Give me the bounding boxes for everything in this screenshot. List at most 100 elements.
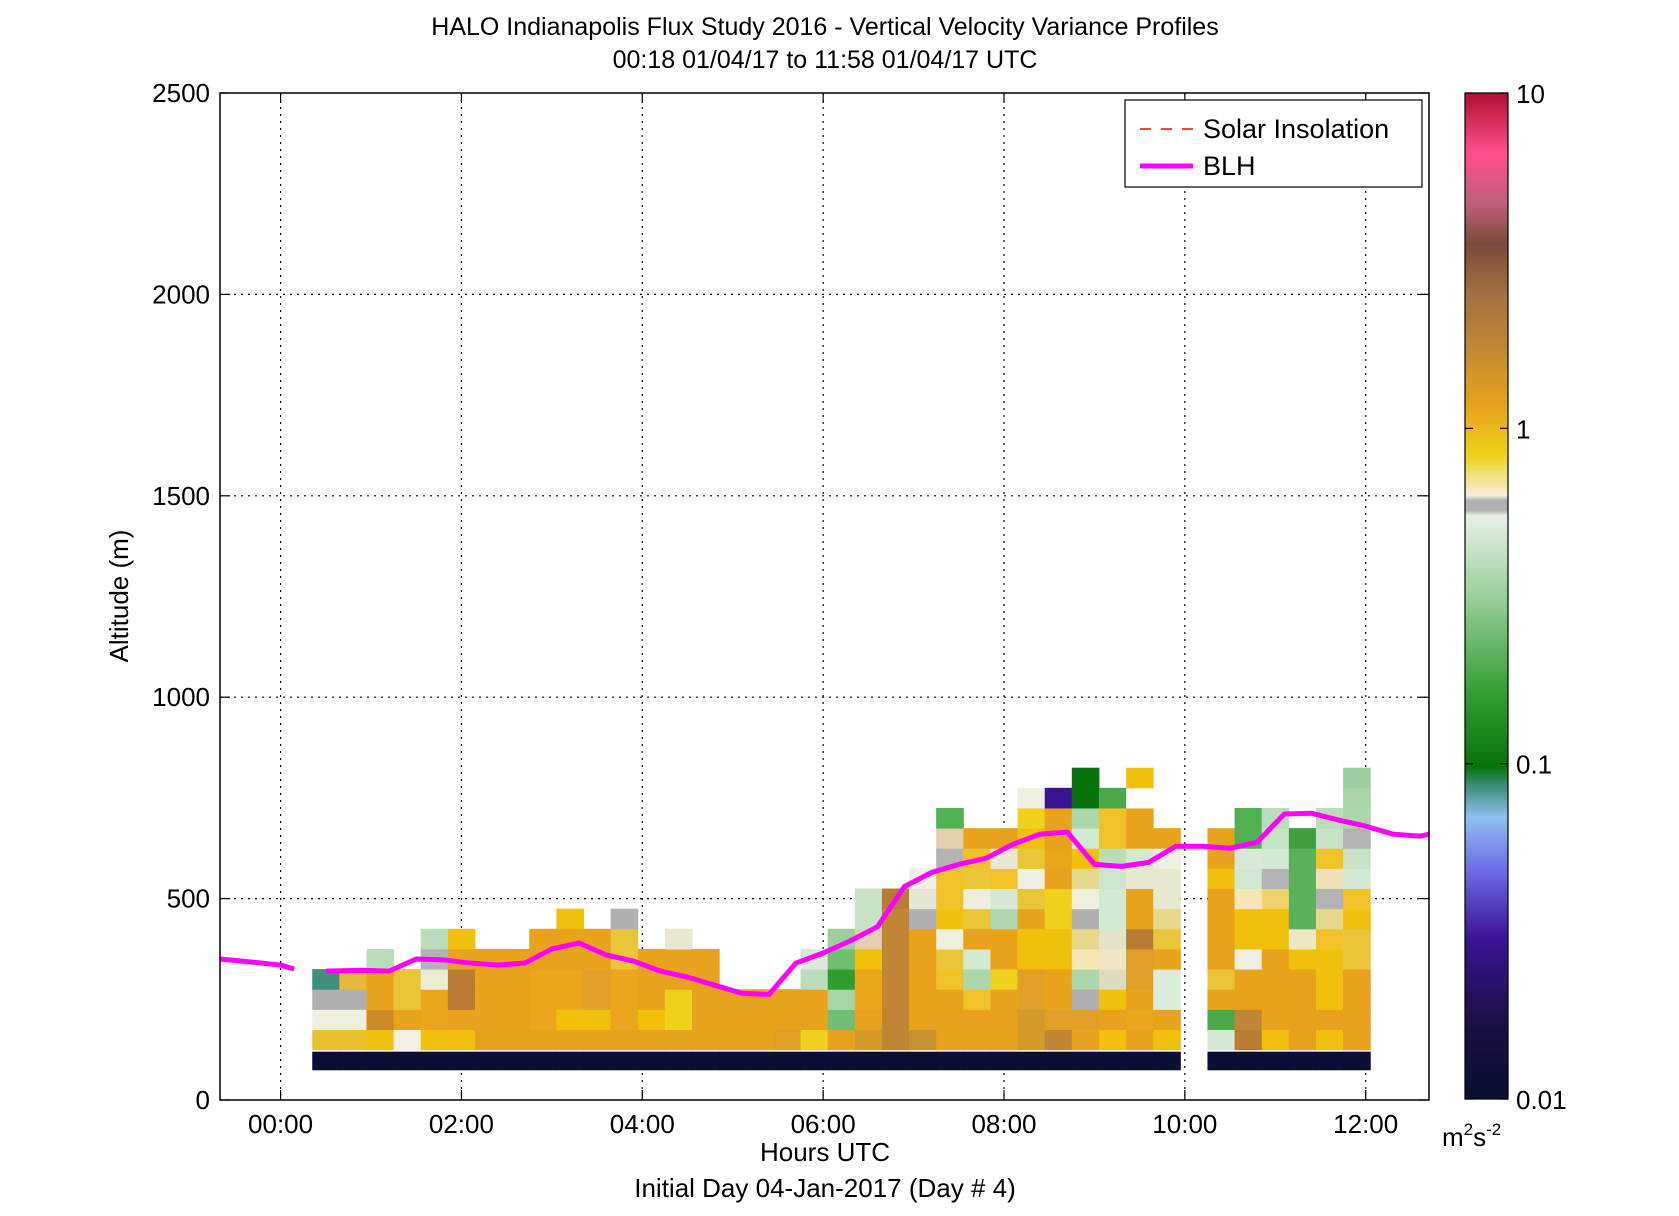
heatmap-cell — [1288, 888, 1317, 910]
heatmap-cell — [664, 948, 693, 970]
heatmap-cell — [339, 989, 367, 1010]
heatmap-cell — [1017, 807, 1046, 829]
heatmap-cell — [1071, 868, 1100, 890]
heatmap-cell — [1315, 989, 1344, 1010]
heatmap-cell — [447, 969, 476, 990]
heatmap-cell — [692, 948, 720, 970]
heatmap-cell — [1153, 1051, 1181, 1071]
heatmap-cell — [339, 969, 367, 990]
heatmap-cell — [1071, 1009, 1100, 1031]
heatmap-cell — [1343, 1051, 1371, 1071]
x-tick-label: 08:00 — [971, 1109, 1036, 1139]
heatmap-cell — [773, 1009, 802, 1031]
heatmap-cell — [1261, 888, 1290, 910]
heatmap-cell — [1071, 787, 1100, 809]
blh-line — [219, 956, 295, 972]
heatmap-cell — [1017, 1029, 1046, 1051]
heatmap-cell — [1071, 928, 1100, 950]
heatmap-cell — [393, 969, 422, 990]
heatmap-cell — [1126, 1029, 1154, 1051]
heatmap-cell — [909, 969, 937, 990]
heatmap-cell — [502, 989, 530, 1010]
heatmap-cell — [1044, 807, 1073, 829]
heatmap-cell — [1207, 1009, 1236, 1031]
heatmap-cell — [312, 1009, 340, 1031]
heatmap-cell — [827, 948, 856, 970]
unit-exp2: -2 — [1486, 1120, 1501, 1139]
heatmap-cell — [664, 928, 693, 950]
heatmap-cell — [1234, 989, 1263, 1010]
heatmap-cell — [420, 1051, 449, 1071]
heatmap-cell — [827, 1009, 856, 1031]
heatmap-cell — [1044, 1009, 1073, 1031]
heatmap-cell — [854, 989, 883, 1010]
heatmap-cell — [1234, 888, 1263, 910]
heatmap-cell — [1207, 908, 1236, 930]
heatmap-cell — [1343, 848, 1371, 869]
heatmap-cell — [339, 1051, 367, 1071]
heatmap-cell — [990, 1029, 1019, 1051]
x-axis-label: Hours UTC — [760, 1137, 890, 1167]
heatmap-cell — [1153, 969, 1181, 990]
heatmap-cell — [1044, 848, 1073, 869]
heatmap-cell — [936, 989, 964, 1010]
heatmap-cell — [963, 989, 991, 1010]
heatmap-cell — [990, 868, 1019, 890]
blh-series — [219, 810, 1430, 997]
heatmap-cell — [1207, 948, 1236, 970]
heatmap-cell — [990, 989, 1019, 1010]
unit-exp1: 2 — [1464, 1120, 1473, 1139]
heatmap-cell — [854, 1029, 883, 1051]
heatmap-cell — [719, 1009, 747, 1031]
heatmap-cell — [1017, 868, 1046, 890]
heatmap-cell — [366, 1029, 395, 1051]
y-tick-label: 2000 — [152, 279, 210, 309]
heatmap-cell — [556, 908, 585, 930]
heatmap-cell — [1343, 787, 1371, 809]
x-tick-label: 02:00 — [429, 1109, 494, 1139]
heatmap-cell — [1315, 888, 1344, 910]
heatmap-cell — [1044, 787, 1073, 809]
heatmap-cell — [1153, 828, 1181, 849]
heatmap-cell — [312, 989, 340, 1010]
heatmap-cell — [1234, 868, 1263, 890]
heatmap-cell — [963, 1051, 991, 1071]
heatmap-cell — [1126, 928, 1154, 950]
heatmap-cell — [1126, 888, 1154, 910]
legend: Solar Insolation BLH — [1124, 99, 1423, 188]
heatmap-cell — [963, 1009, 991, 1031]
heatmap-cell — [1234, 1029, 1263, 1051]
x-axis-ticks: 00:00 02:00 04:00 06:00 08:00 10:00 12:00 — [248, 93, 1398, 1139]
heatmap-cell — [1315, 1009, 1344, 1031]
heatmap-cell — [909, 1029, 937, 1051]
heatmap-cell — [1044, 908, 1073, 930]
heatmap-cell — [393, 1009, 422, 1031]
heatmap-cell — [312, 969, 340, 990]
heatmap-cell — [1098, 888, 1127, 910]
heatmap-cell — [1044, 1051, 1073, 1071]
heatmap-cell — [610, 989, 639, 1010]
heatmap-cell — [936, 807, 964, 829]
heatmap-cell — [1343, 908, 1371, 930]
heatmap-cell — [1343, 868, 1371, 890]
heatmap-cell — [1288, 989, 1317, 1010]
heatmap-cell — [1153, 989, 1181, 1010]
heatmap-cell — [1153, 1029, 1181, 1051]
heatmap-cell — [1207, 989, 1236, 1010]
heatmap-cell — [1315, 848, 1344, 869]
heatmap-cell — [366, 948, 395, 970]
heatmap-cell — [583, 1009, 612, 1031]
heatmap-cell — [1261, 1051, 1290, 1071]
axes-frame — [219, 92, 1430, 1101]
heatmap-cell — [339, 1029, 367, 1051]
heatmap-cell — [664, 989, 693, 1010]
heatmap-cell — [827, 1029, 856, 1051]
heatmap-cell — [1071, 908, 1100, 930]
heatmap-cell — [1207, 1029, 1236, 1051]
heatmap-cell — [1017, 848, 1046, 869]
heatmap-cell — [420, 928, 449, 950]
y-tick-label: 1000 — [152, 682, 210, 712]
heatmap-cell — [1044, 928, 1073, 950]
heatmap-cell — [963, 928, 991, 950]
x-tick-label: 10:00 — [1152, 1109, 1217, 1139]
